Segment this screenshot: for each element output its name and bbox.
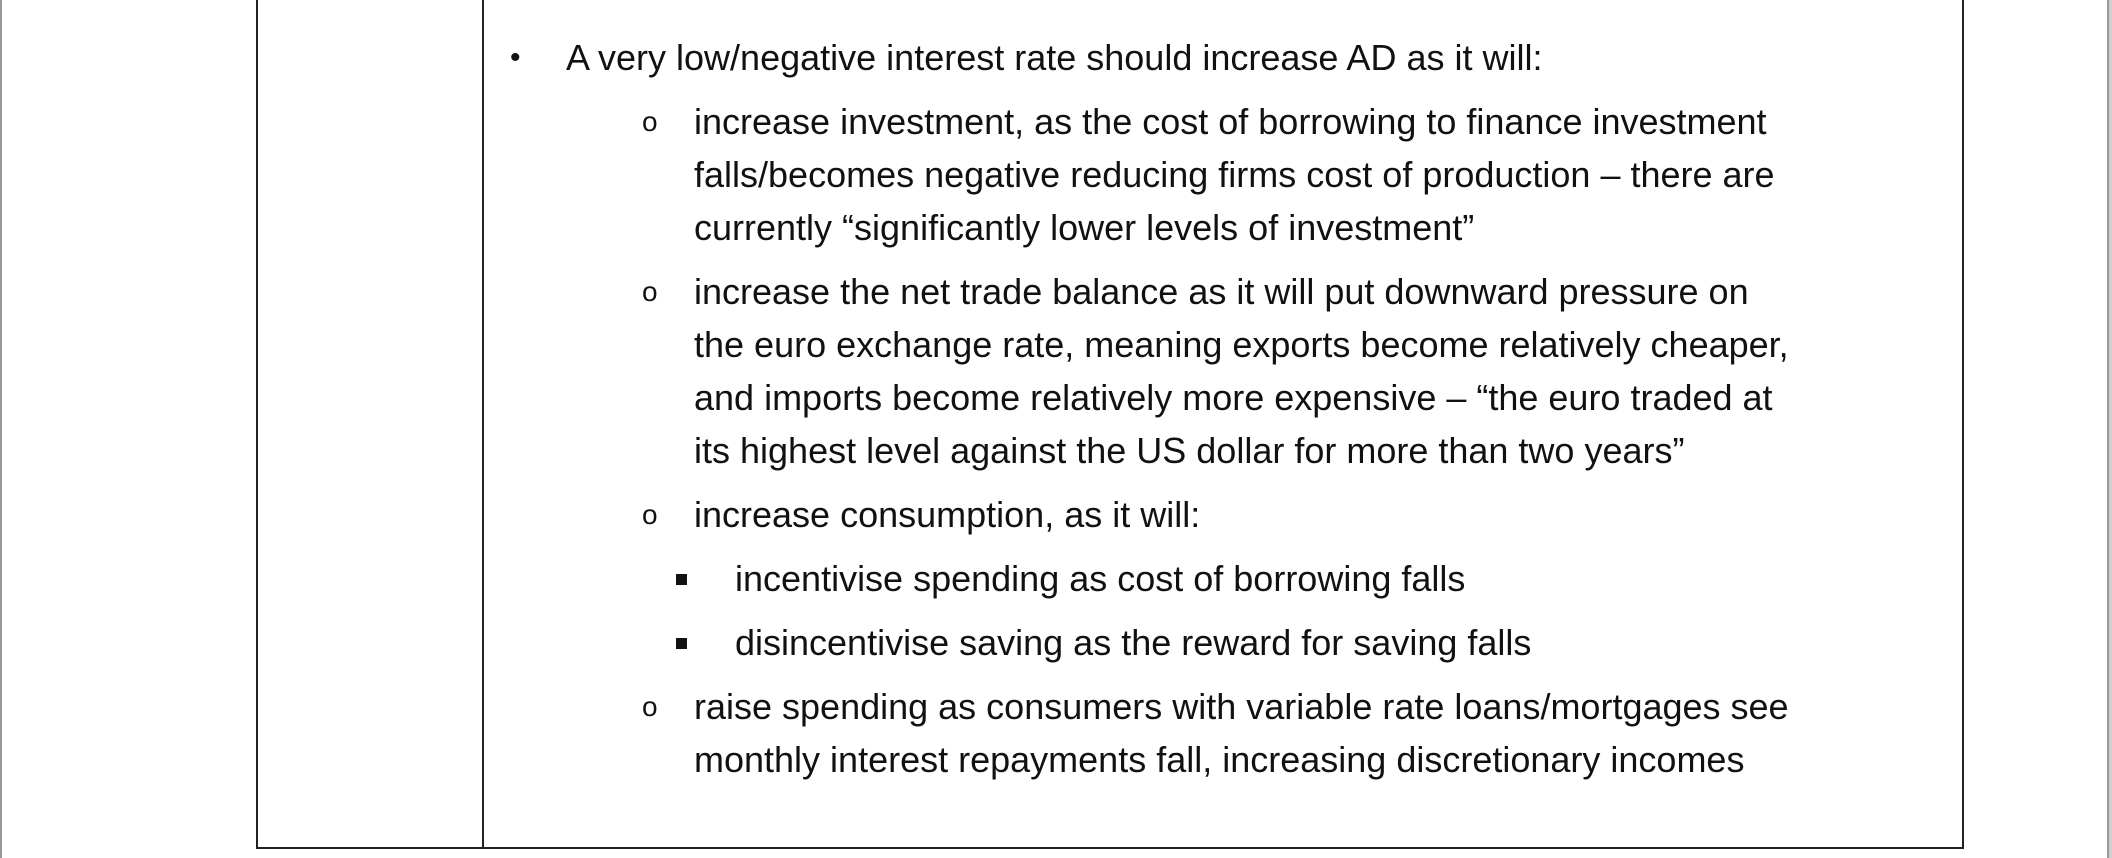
text-line: increase consumption, as it will: (694, 494, 1201, 535)
square-bullet-icon (676, 552, 687, 605)
list-item-level-3: incentivise spending as cost of borrowin… (258, 552, 1962, 605)
bullet-icon: • (510, 41, 521, 74)
text-line: monthly interest repayments fall, increa… (694, 739, 1745, 780)
list-item-text: disincentivise saving as the reward for … (735, 616, 1962, 669)
list-item-level-1: • A very low/negative interest rate shoul… (258, 31, 1962, 84)
list-item-text: raise spending as consumers with variabl… (694, 680, 1962, 786)
text-line: raise spending as consumers with variabl… (694, 686, 1789, 727)
text-line: increase the net trade balance as it wil… (694, 271, 1749, 312)
circle-bullet-icon: o (642, 276, 658, 307)
list-item-text: increase investment, as the cost of borr… (694, 95, 1962, 254)
text-line: increase investment, as the cost of borr… (694, 101, 1767, 142)
circle-bullet-icon: o (642, 499, 658, 530)
table-cell-region: • A very low/negative interest rate shoul… (256, 0, 1964, 849)
list-item-text: incentivise spending as cost of borrowin… (735, 552, 1962, 605)
list-item-level-2: o increase the net trade balance as it wi… (258, 265, 1962, 477)
column-divider (482, 0, 484, 847)
circle-bullet-icon: o (642, 691, 658, 722)
text-line: its highest level against the US dollar … (694, 430, 1685, 471)
list-item-level-3: disincentivise saving as the reward for … (258, 616, 1962, 669)
list-item-text: increase consumption, as it will: (694, 488, 1962, 541)
square-bullet-icon (676, 616, 687, 669)
list-item-level-2: o increase consumption, as it will: (258, 488, 1962, 541)
text-line: A very low/negative interest rate should… (566, 37, 1543, 78)
text-line: disincentivise saving as the reward for … (735, 622, 1532, 663)
list-item-text: A very low/negative interest rate should… (566, 31, 1962, 84)
text-line: incentivise spending as cost of borrowin… (735, 558, 1466, 599)
circle-bullet-icon: o (642, 106, 658, 137)
text-line: currently “significantly lower levels of… (694, 207, 1475, 248)
list-item-level-2: o raise spending as consumers with variab… (258, 680, 1962, 786)
page-edge-left (0, 0, 2, 858)
bullet-list: • A very low/negative interest rate shoul… (258, 31, 1962, 786)
list-item-level-2: o increase investment, as the cost of bor… (258, 95, 1962, 254)
list-item-text: increase the net trade balance as it wil… (694, 265, 1962, 477)
text-line: and imports become relatively more expen… (694, 377, 1773, 418)
page-edge-right (2107, 0, 2112, 858)
text-line: falls/becomes negative reducing firms co… (694, 154, 1775, 195)
text-line: the euro exchange rate, meaning exports … (694, 324, 1789, 365)
